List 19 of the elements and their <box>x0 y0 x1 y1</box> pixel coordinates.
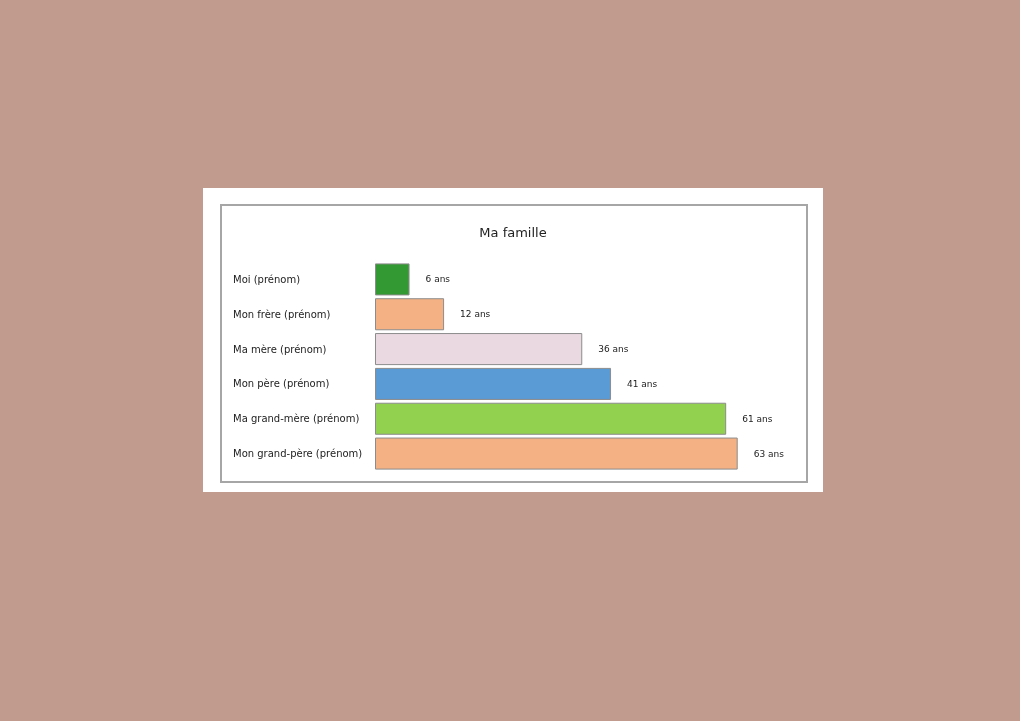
data-label: 36 ans <box>598 344 629 355</box>
data-label: 6 ans <box>425 274 451 285</box>
data-label: 12 ans <box>460 309 491 320</box>
data-label: 63 ans <box>753 448 785 459</box>
bar <box>375 437 738 470</box>
bar <box>375 263 410 296</box>
bar <box>375 333 583 366</box>
data-label: 61 ans <box>742 413 773 424</box>
y-tick-label: Mon frère (prénom) <box>233 308 331 320</box>
y-tick-label: Moi (prénom) <box>233 273 301 285</box>
data-label: 41 ans <box>627 378 658 389</box>
y-tick-label: Ma mère (prénom) <box>233 343 327 355</box>
y-tick-label: Mon père (prénom) <box>233 378 330 390</box>
chart-title: Ma famille <box>479 225 547 240</box>
bar <box>375 298 445 331</box>
bar <box>375 367 612 400</box>
y-tick-label: Ma grand-mère (prénom) <box>233 413 360 425</box>
y-tick-label: Mon grand-père (prénom) <box>233 448 363 460</box>
bar <box>375 402 727 435</box>
